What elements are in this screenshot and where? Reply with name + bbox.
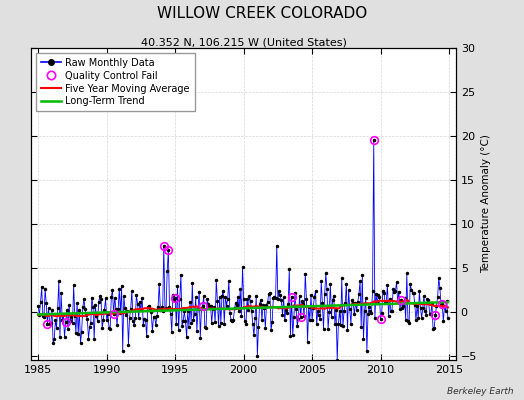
Text: WILLOW CREEK COLORADO: WILLOW CREEK COLORADO bbox=[157, 6, 367, 21]
Text: Berkeley Earth: Berkeley Earth bbox=[447, 387, 514, 396]
Title: 40.352 N, 106.215 W (United States): 40.352 N, 106.215 W (United States) bbox=[141, 37, 346, 47]
Y-axis label: Temperature Anomaly (°C): Temperature Anomaly (°C) bbox=[481, 134, 492, 274]
Legend: Raw Monthly Data, Quality Control Fail, Five Year Moving Average, Long-Term Tren: Raw Monthly Data, Quality Control Fail, … bbox=[36, 53, 195, 111]
